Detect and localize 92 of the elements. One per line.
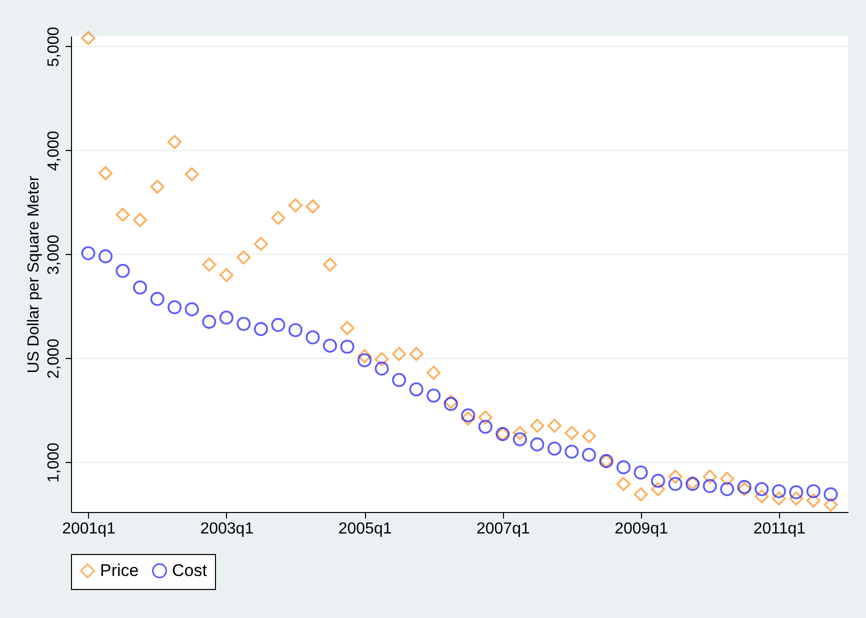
legend-label: Cost [172,560,208,580]
point [116,208,130,222]
point [392,372,406,388]
point [530,418,544,433]
point [219,268,234,282]
point [668,476,682,491]
x-tick-label: 2001q1 [62,520,116,538]
point [754,489,769,504]
point [824,498,838,512]
point [202,314,216,329]
point [806,494,820,508]
point [322,258,338,272]
point [254,236,268,251]
point [564,426,579,440]
point [616,476,631,491]
point [824,487,838,502]
point [409,347,424,362]
point [478,410,492,424]
point [634,487,648,502]
point [512,432,527,446]
point [426,388,441,403]
point [288,323,302,338]
point [478,420,492,434]
point [254,322,268,336]
point [582,448,596,462]
point [358,353,372,368]
point [340,321,354,336]
point [98,249,113,264]
point [236,316,251,331]
y-tick-label: 3,000 [46,234,62,275]
point [81,246,96,260]
point [150,180,164,194]
point [202,258,216,272]
x-tick-label: 2009q1 [614,520,668,538]
point [271,210,286,225]
point [392,347,406,362]
y-tick-label: 1,000 [46,442,62,483]
point [754,482,769,496]
point [547,418,562,433]
point [702,479,717,494]
point [219,310,234,325]
point [184,302,199,316]
point [530,437,544,452]
x-tick-label: 2011q1 [753,520,806,538]
point [668,470,682,484]
point [133,280,148,295]
point [133,212,148,227]
point [150,292,164,306]
point [236,250,251,264]
point [271,318,286,332]
y-axis-title: US Dollar per Square Meter [26,175,42,374]
y-tick-label: 2,000 [46,338,62,379]
point [461,408,476,422]
point [168,134,182,150]
point [409,382,424,396]
point [772,491,786,506]
point [168,300,182,314]
point [720,482,734,496]
point [789,491,804,506]
point [98,166,113,180]
point [564,444,579,459]
x-tick-label: 2005q1 [338,520,392,538]
point [634,465,648,480]
point [651,474,666,488]
point [81,31,96,46]
x-tick-label: 2007q1 [476,520,530,538]
legend-label: Price [100,560,139,580]
point [116,264,130,278]
point [789,485,804,500]
point [184,167,199,182]
point [616,460,631,474]
point [374,362,389,376]
point [374,352,389,366]
point [651,482,666,496]
point [426,366,441,380]
y-tick-label: 4,000 [46,130,62,171]
point [702,470,717,484]
point [340,340,354,354]
point [306,330,320,344]
point [806,484,820,498]
point [306,199,320,214]
point [772,484,786,498]
y-tick-label: 5,000 [46,26,62,67]
point [461,411,476,426]
point [512,426,527,440]
point [358,349,372,364]
point [288,198,302,212]
x-tick-label: 2003q1 [200,520,254,538]
point [322,338,338,353]
point [547,442,562,456]
point [582,429,596,444]
point [720,472,734,486]
